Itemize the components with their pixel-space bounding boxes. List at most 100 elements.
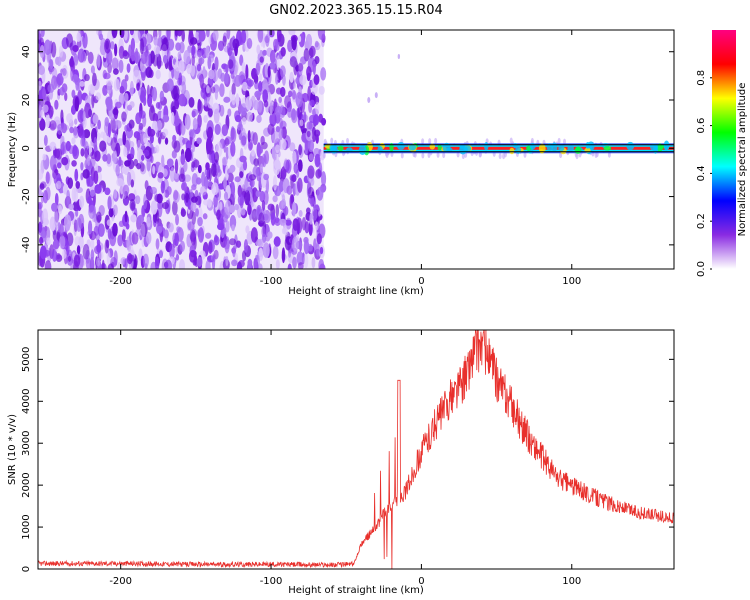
noise-blob (284, 95, 292, 109)
noise-blob (186, 63, 192, 75)
noise-blob (271, 130, 279, 144)
noise-blob (241, 81, 248, 92)
noise-blob (224, 137, 230, 147)
noise-blob (45, 171, 50, 184)
noise-blob (181, 182, 186, 191)
noise-blob (203, 199, 209, 206)
noise-blob (43, 134, 48, 147)
noise-blob (64, 92, 68, 102)
noise-blob (267, 123, 275, 136)
noise-blob (74, 236, 81, 247)
noise-blob (268, 30, 275, 38)
noise-blob (288, 30, 296, 36)
noise-blob (173, 140, 181, 153)
noise-blob (129, 30, 134, 36)
noise-blob (139, 38, 145, 55)
noise-blob (217, 40, 225, 52)
noise-blob (304, 221, 310, 234)
noise-blob (231, 93, 236, 106)
colorbar-label: Normalized spectral amplitude (737, 83, 748, 237)
noise-blob (115, 164, 120, 177)
noise-blob (197, 216, 203, 227)
noise-blob (97, 223, 105, 237)
noise-blob (231, 247, 237, 254)
noise-blob (61, 156, 69, 166)
noise-blob (306, 130, 311, 138)
noise-blob (190, 128, 196, 139)
noise-blob (292, 218, 299, 231)
noise-blob (298, 35, 302, 43)
speckle (367, 97, 371, 104)
noise-blob (54, 193, 59, 206)
noise-blob (74, 118, 78, 125)
noise-blob (191, 172, 198, 188)
noise-blob (60, 109, 64, 124)
noise-blob (262, 89, 269, 103)
noise-blob (89, 189, 96, 197)
noise-blob (156, 225, 163, 234)
noise-blob (95, 92, 102, 101)
noise-blob (224, 200, 232, 216)
signal-blob (585, 141, 591, 149)
noise-blob (42, 153, 47, 161)
speckle (385, 152, 389, 159)
noise-blob (184, 114, 191, 130)
noise-blob (76, 32, 81, 43)
noise-blob (94, 162, 99, 173)
noise-blob (222, 35, 227, 47)
noise-blob (274, 144, 281, 154)
noise-blob (220, 72, 226, 82)
noise-blob (56, 74, 62, 88)
noise-blob (90, 65, 95, 74)
noise-blob (51, 202, 58, 212)
noise-blob (66, 189, 71, 206)
noise-blob (244, 177, 249, 193)
noise-blob (208, 69, 215, 80)
noise-blob (164, 137, 169, 145)
noise-blob (118, 45, 125, 59)
snr-ytick-label: 4000 (21, 389, 32, 414)
noise-blob (130, 37, 136, 52)
noise-blob (74, 168, 79, 182)
noise-blob (76, 245, 81, 255)
noise-blob (39, 236, 44, 245)
speckle (428, 138, 432, 145)
noise-blob (270, 212, 276, 226)
noise-blob (191, 110, 196, 118)
noise-blob (175, 42, 182, 51)
noise-blob (258, 80, 263, 93)
noise-blob (214, 234, 218, 243)
noise-blob (124, 74, 129, 82)
snr-xtick-label: -100 (260, 576, 283, 587)
noise-blob (269, 49, 276, 64)
noise-blob (214, 123, 221, 135)
noise-blob (106, 153, 112, 165)
noise-blob (212, 30, 219, 42)
noise-blob (223, 191, 229, 201)
heatmap-xtick-label: 0 (418, 276, 424, 287)
noise-blob (140, 162, 145, 172)
noise-blob (318, 85, 325, 95)
noise-blob (261, 199, 266, 211)
noise-blob (116, 177, 124, 187)
noise-blob (92, 72, 97, 87)
noise-blob (105, 96, 112, 105)
signal-blob (509, 147, 515, 155)
noise-blob (307, 139, 315, 153)
noise-blob (130, 146, 135, 159)
noise-blob (273, 236, 281, 247)
noise-blob (214, 88, 219, 101)
noise-blob (219, 104, 225, 117)
noise-blob (48, 58, 53, 75)
noise-blob (287, 263, 292, 269)
noise-blob (263, 150, 270, 165)
noise-blob (173, 171, 179, 180)
noise-blob (58, 204, 63, 215)
noise-blob (174, 99, 180, 110)
noise-blob (292, 150, 297, 167)
noise-blob (317, 210, 322, 217)
noise-blob (309, 195, 315, 207)
speckle (523, 151, 527, 158)
noise-blob (169, 243, 175, 259)
noise-blob (71, 137, 76, 145)
